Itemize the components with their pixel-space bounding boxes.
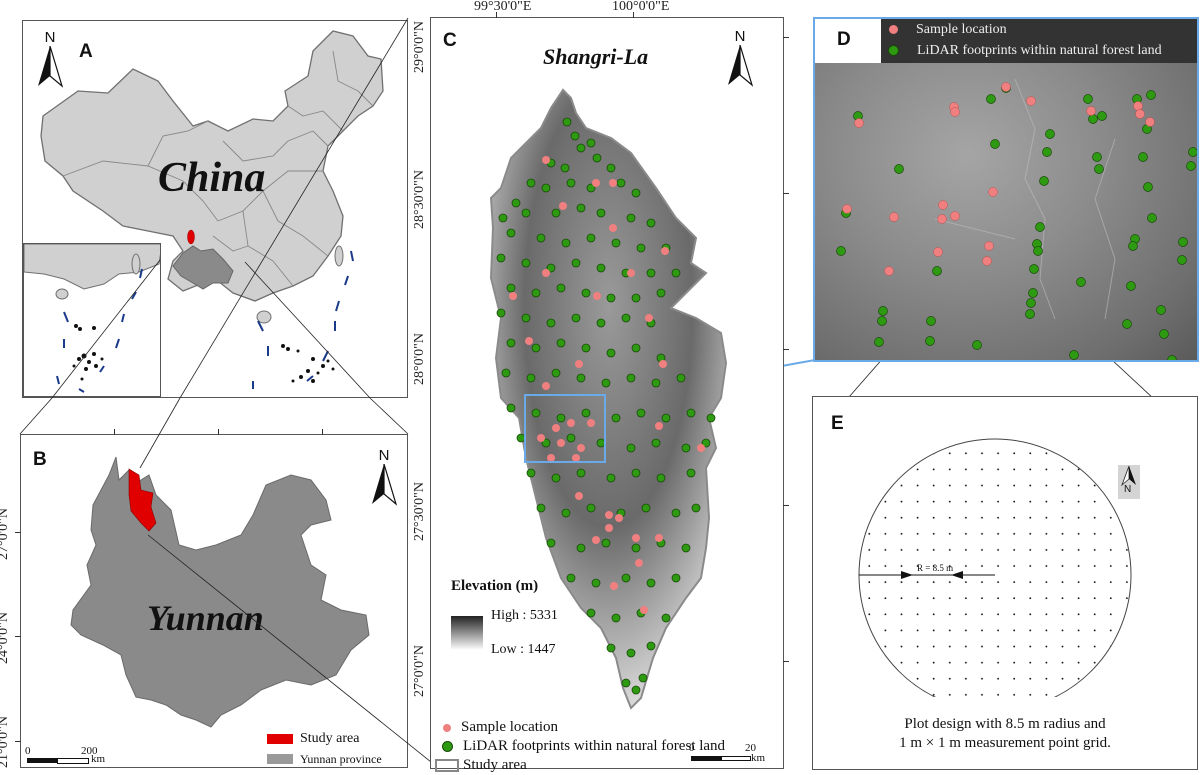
study-area-swatch [267,734,293,744]
shangri-la-title: Shangri-La [543,44,649,69]
legend-c: Sample location LiDAR footprints within … [435,718,781,775]
radius-label: R = 8.5 m [917,563,954,573]
panel-letter-a: A [79,41,93,62]
legend-item-sample: Sample location [881,19,1197,40]
panel-letter-e: E [831,413,844,434]
north-arrow-b: N [369,447,399,508]
elevation-map [489,88,728,710]
panel-a-china-map: N A China [22,20,408,398]
north-arrow-icon [38,46,64,88]
legend-item-study-area: Study area [267,729,407,749]
lidar-dot-icon [442,741,453,752]
study-area-outline-icon [435,759,459,772]
c-x-tick-1: 99°30'0"E [474,0,532,14]
elevation-legend: Elevation (m) High : 5331 Low : 1447 [451,578,558,657]
c-y-tick-4: 27°30'0"N [412,482,427,541]
b-y-tick-2: 24°0'0"N [0,612,11,664]
north-arrow-e: N [1118,465,1140,499]
legend-item-study-area: Study area [435,756,781,775]
plot-circle-diagram [858,438,1132,697]
scale-bar-b: 0 200 km [25,745,106,765]
panel-c-shangri-la-map: C Shangri-La N Elevation (m) High : 5331… [430,12,789,773]
c-y-tick-5: 27°0'0"N [412,645,427,697]
north-arrow-icon [1121,465,1136,487]
north-arrow-c: N [725,28,755,89]
legend-item-yunnan-province: Yunnan province [267,749,407,769]
sample-dot-icon [443,723,451,732]
c-x-tick-2: 100°0'0"E [612,0,670,14]
panel-e-plot-design: E R = 8.5 m N Plot design with 8.5 m rad… [812,396,1198,770]
sample-locations [509,156,705,614]
legend-item-lidar: LiDAR footprints within natural forest l… [435,737,781,756]
panel-b-yunnan-map: B Yunnan N 0 200 km Study area Yunnan pr… [15,429,408,769]
south-china-sea-inset [23,243,161,397]
legend-item-lidar: LiDAR footprints within natural forest l… [881,40,1197,61]
panel-letter-c: C [443,30,457,51]
china-label: China [158,155,266,201]
yunnan-label: Yunnan [147,598,264,638]
legend-d: Sample location LiDAR footprints within … [881,19,1197,63]
plot-caption: Plot design with 8.5 m radius and 1 m × … [899,716,1111,751]
panel-letter-d: D [837,29,851,50]
panel-d-letter-box: D [815,19,881,63]
b-y-tick-3: 21°0'0"N [0,716,11,768]
c-y-tick-3: 28°0'0"N [412,333,427,385]
legend-item-sample: Sample location [435,718,781,737]
c-y-tick-1: 29°0'0"N [412,21,427,73]
panel-letter-b: B [33,449,47,470]
lidar-dot-icon [888,45,899,56]
zoom-box [524,394,606,463]
yunnan-swatch [267,754,293,764]
scale-bar-c: 0 20 km [689,742,766,764]
north-arrow-icon [372,464,398,506]
legend-b: Study area Yunnan province [267,729,407,769]
north-arrow-icon [728,45,754,87]
sample-dot-icon [889,25,898,34]
north-arrow-a: N [35,29,65,90]
c-y-tick-2: 28°30'0"N [412,170,427,229]
panel-d-zoom-view: D Sample location LiDAR footprints withi… [813,17,1199,362]
elevation-gradient [451,616,483,650]
b-y-tick-1: 27°0'0"N [0,508,11,560]
